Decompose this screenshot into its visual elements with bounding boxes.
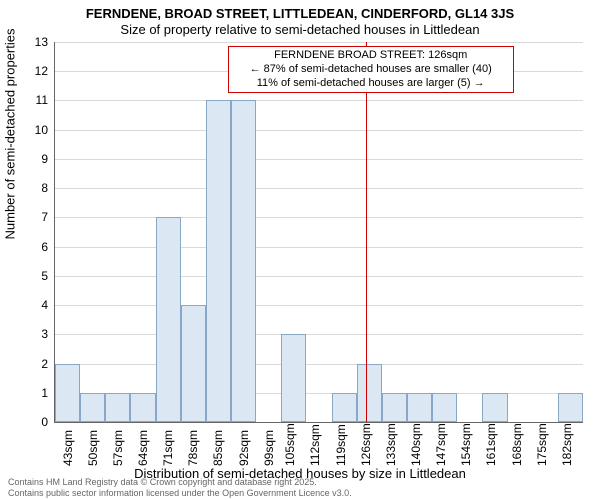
x-tick-label: 50sqm <box>86 430 100 466</box>
x-tick-label: 126sqm <box>359 423 373 466</box>
gridline <box>55 334 583 335</box>
x-tick-label: 99sqm <box>262 430 276 466</box>
gridline <box>55 276 583 277</box>
annotation-line: 11% of semi-detached houses are larger (… <box>233 77 509 91</box>
gridline <box>55 100 583 101</box>
histogram-bar <box>482 393 507 422</box>
gridline <box>55 247 583 248</box>
reference-line <box>366 42 367 422</box>
x-tick-label: 92sqm <box>237 430 251 466</box>
x-tick-label: 133sqm <box>384 423 398 466</box>
histogram-bar <box>231 100 256 422</box>
chart-title-line1: FERNDENE, BROAD STREET, LITTLEDEAN, CIND… <box>0 6 600 21</box>
y-tick-label: 11 <box>18 93 48 107</box>
histogram-bar <box>558 393 583 422</box>
x-tick-label: 119sqm <box>334 424 348 466</box>
x-tick-label: 140sqm <box>409 423 423 466</box>
plot-area: FERNDENE BROAD STREET: 126sqm← 87% of se… <box>54 42 583 423</box>
x-tick-label: 112sqm <box>308 424 322 466</box>
y-axis-label: Number of semi-detached properties <box>3 29 18 240</box>
gridline <box>55 305 583 306</box>
histogram-bar <box>382 393 407 422</box>
gridline <box>55 217 583 218</box>
gridline <box>55 364 583 365</box>
y-tick-label: 0 <box>18 415 48 429</box>
gridline <box>55 159 583 160</box>
y-tick-label: 1 <box>18 386 48 400</box>
x-tick-label: 57sqm <box>111 430 125 466</box>
x-tick-label: 182sqm <box>560 423 574 466</box>
histogram-bar <box>206 100 231 422</box>
x-tick-label: 43sqm <box>61 430 75 466</box>
x-tick-label: 161sqm <box>484 423 498 466</box>
y-tick-label: 2 <box>18 357 48 371</box>
x-tick-label: 168sqm <box>510 423 524 466</box>
histogram-bar <box>105 393 130 422</box>
y-tick-label: 3 <box>18 327 48 341</box>
footer-line1: Contains HM Land Registry data © Crown c… <box>8 477 352 487</box>
y-tick-label: 5 <box>18 269 48 283</box>
histogram-bar <box>156 217 181 422</box>
chart-container: FERNDENE, BROAD STREET, LITTLEDEAN, CIND… <box>0 0 600 500</box>
histogram-bar <box>357 364 382 422</box>
histogram-bar <box>432 393 457 422</box>
y-tick-label: 10 <box>18 123 48 137</box>
y-tick-label: 6 <box>18 240 48 254</box>
annotation-line: FERNDENE BROAD STREET: 126sqm <box>233 49 509 63</box>
x-tick-label: 147sqm <box>434 423 448 466</box>
y-tick-label: 9 <box>18 152 48 166</box>
footer-attribution: Contains HM Land Registry data © Crown c… <box>8 477 352 498</box>
gridline <box>55 188 583 189</box>
histogram-bar <box>407 393 432 422</box>
histogram-bar <box>80 393 105 422</box>
histogram-bar <box>55 364 80 422</box>
x-tick-label: 154sqm <box>459 423 473 466</box>
y-tick-label: 8 <box>18 181 48 195</box>
x-tick-label: 78sqm <box>186 430 200 466</box>
chart-title-line2: Size of property relative to semi-detach… <box>0 22 600 37</box>
y-tick-label: 7 <box>18 210 48 224</box>
histogram-bar <box>130 393 155 422</box>
x-tick-label: 85sqm <box>211 430 225 466</box>
gridline <box>55 130 583 131</box>
histogram-bar <box>332 393 357 422</box>
footer-line2: Contains public sector information licen… <box>8 488 352 498</box>
y-tick-label: 4 <box>18 298 48 312</box>
histogram-bar <box>281 334 306 422</box>
y-tick-label: 13 <box>18 35 48 49</box>
x-tick-label: 175sqm <box>535 423 549 466</box>
annotation-line: ← 87% of semi-detached houses are smalle… <box>233 63 509 77</box>
y-tick-label: 12 <box>18 64 48 78</box>
x-tick-label: 64sqm <box>136 430 150 466</box>
x-tick-label: 105sqm <box>283 423 297 466</box>
x-tick-label: 71sqm <box>161 430 175 466</box>
gridline <box>55 42 583 43</box>
histogram-bar <box>181 305 206 422</box>
annotation-box: FERNDENE BROAD STREET: 126sqm← 87% of se… <box>228 46 514 93</box>
